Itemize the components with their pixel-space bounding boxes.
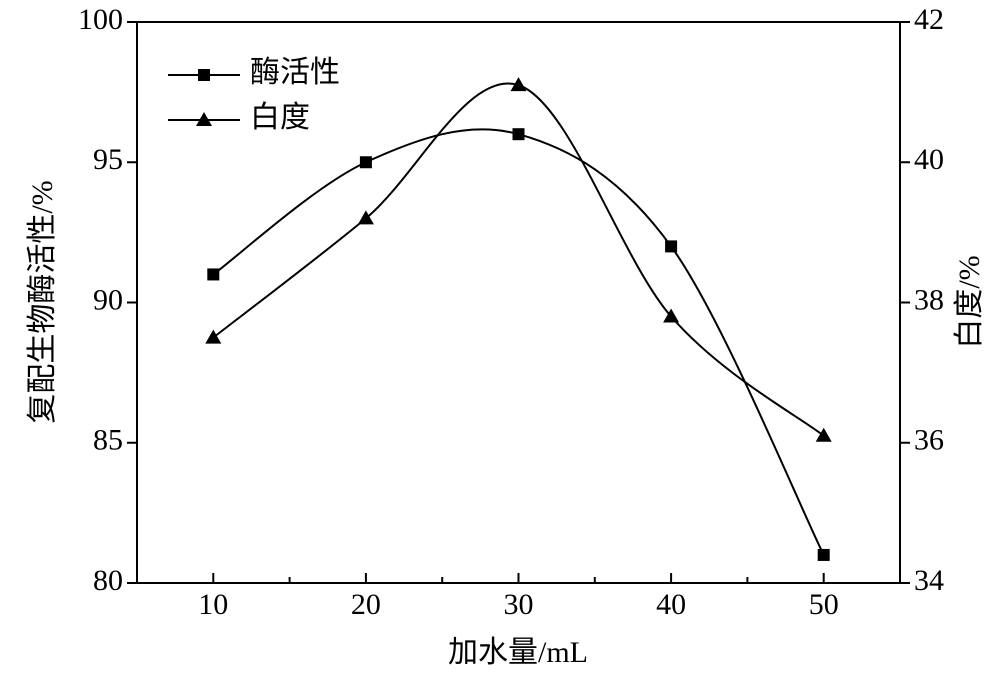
x-tick-label: 10 (198, 588, 228, 621)
marker (512, 128, 525, 141)
x-axis-label: 加水量/mL (448, 636, 588, 669)
marker (198, 69, 210, 81)
y-tick-label: 95 (93, 143, 123, 176)
marker (359, 156, 372, 169)
y-tick-label: 90 (93, 283, 123, 316)
y2-axis-label: 白度/% (953, 255, 986, 348)
x-tick-label: 40 (656, 588, 686, 621)
series-line (212, 128, 825, 556)
marker (665, 240, 678, 253)
marker (205, 329, 222, 344)
y2-tick-label: 42 (914, 3, 944, 36)
legend-label: 白度 (250, 101, 310, 134)
marker (663, 308, 680, 323)
marker (357, 210, 374, 225)
x-tick-label: 50 (809, 588, 839, 621)
marker (207, 268, 220, 281)
y-tick-label: 80 (93, 564, 123, 597)
x-tick-label: 20 (351, 588, 381, 621)
legend-label: 酶活性 (250, 56, 340, 89)
y2-tick-label: 38 (914, 283, 944, 316)
x-tick-label: 30 (504, 588, 534, 621)
y2-tick-label: 40 (914, 143, 944, 176)
y2-tick-label: 36 (914, 424, 944, 457)
marker (817, 548, 830, 561)
y2-tick-label: 34 (914, 564, 944, 597)
y-tick-label: 85 (93, 424, 123, 457)
y-tick-label: 100 (78, 3, 123, 36)
marker (815, 427, 832, 442)
y-axis-label: 复配生物酶活性/% (26, 180, 59, 423)
marker (196, 112, 212, 126)
marker (510, 77, 527, 92)
